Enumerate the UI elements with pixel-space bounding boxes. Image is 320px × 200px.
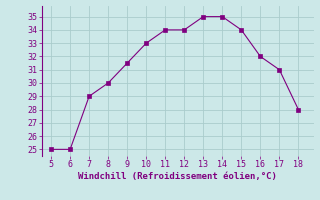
X-axis label: Windchill (Refroidissement éolien,°C): Windchill (Refroidissement éolien,°C) — [78, 172, 277, 181]
